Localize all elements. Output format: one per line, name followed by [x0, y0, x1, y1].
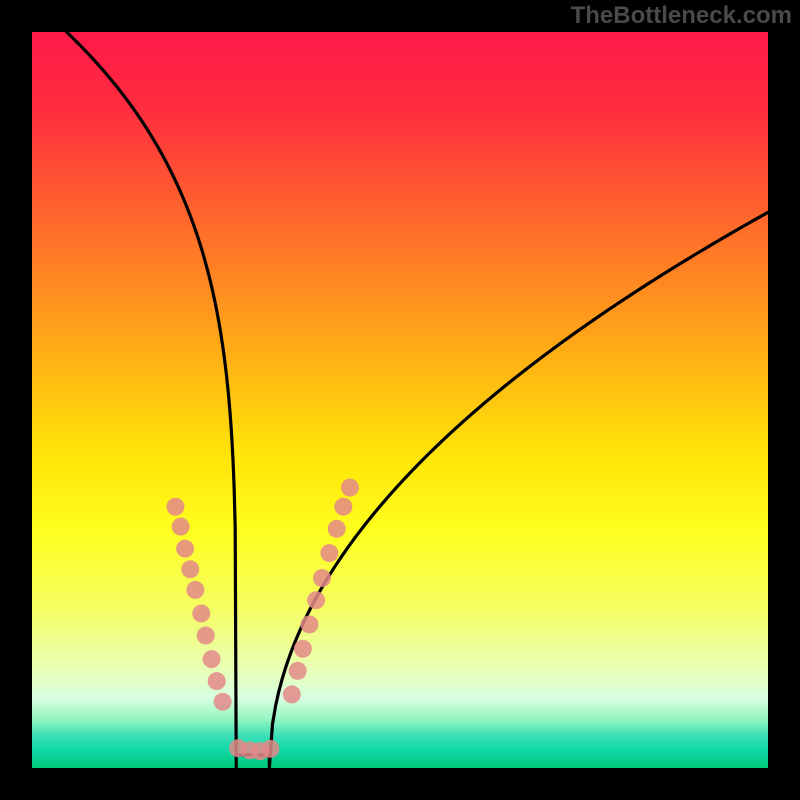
watermark-text: TheBottleneck.com [571, 2, 792, 30]
chart-svg [0, 0, 800, 800]
chart-container: TheBottleneck.com [0, 0, 800, 800]
